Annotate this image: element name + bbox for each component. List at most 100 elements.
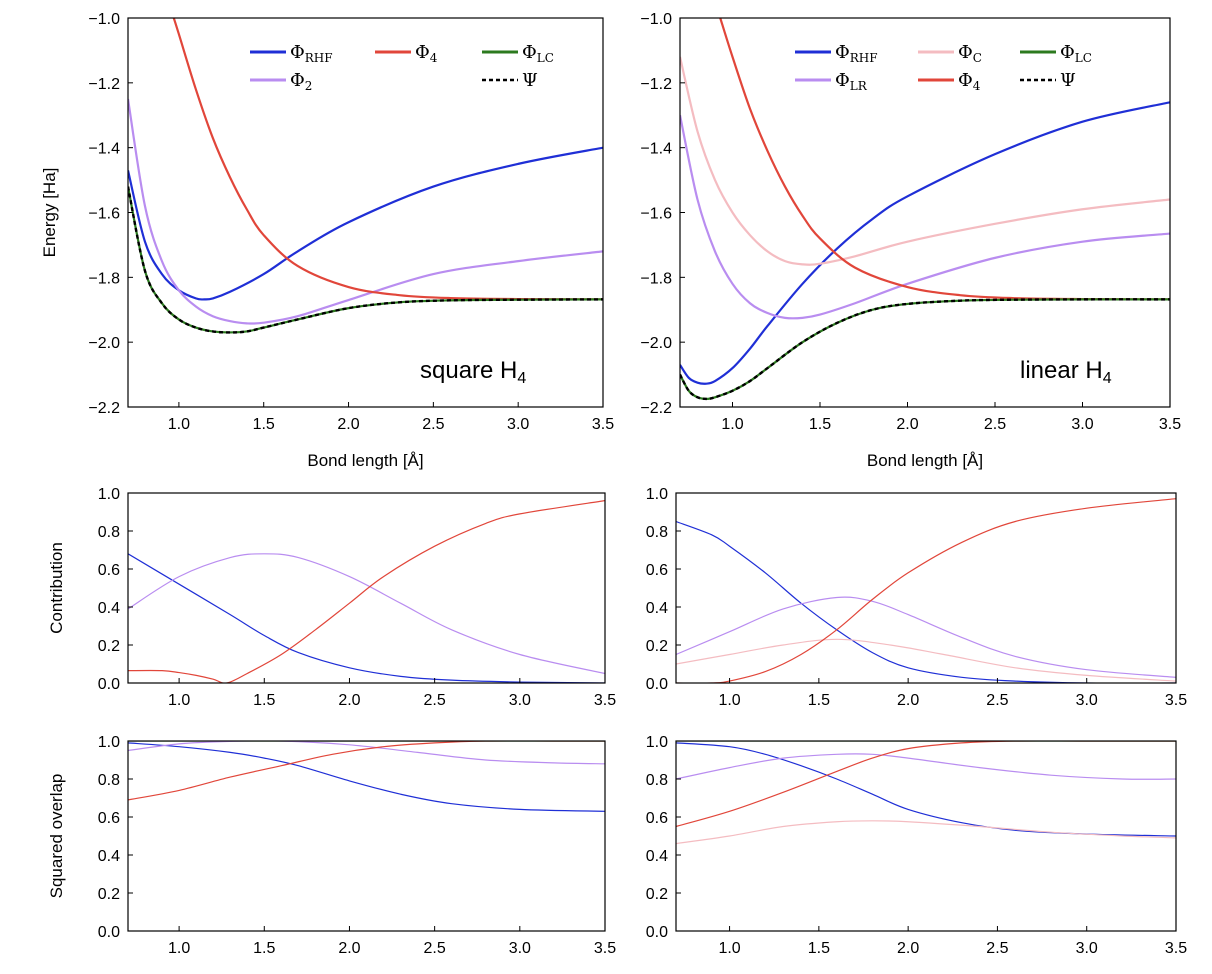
y-axis-label: Energy [Ha] [40, 168, 59, 258]
x-tick-label: 1.5 [808, 692, 830, 709]
series-line-c [676, 638, 1176, 682]
series-line-four [676, 741, 1176, 828]
x-tick-label: 3.0 [507, 416, 529, 433]
y-tick-label: 0.2 [98, 886, 120, 903]
legend-label: ΦLC [522, 42, 554, 65]
x-tick-label: 1.5 [253, 692, 275, 709]
x-tick-label: 3.0 [509, 940, 531, 957]
y-tick-label: 0.4 [646, 848, 668, 865]
y-tick-label: 0.8 [646, 772, 668, 789]
series-line-c [680, 56, 1170, 266]
panel-energy-linear: 1.0 1.5 2.0 2.5 3.0 3.5 −1.0 −1.2 −1.4 −1.6 −1.8 −2… [640, 11, 1181, 470]
series-line-psi [128, 186, 603, 334]
y-tick-label: 1.0 [98, 734, 120, 751]
y-tick-label: 0.6 [646, 562, 668, 579]
y-tick-label: −1.0 [640, 11, 672, 28]
x-tick-label: 1.5 [808, 940, 830, 957]
y-tick-label: 0.6 [98, 562, 120, 579]
y-tick-label: 0.2 [98, 638, 120, 655]
panel-annotation: square H4 [420, 357, 526, 387]
x-tick-label: 1.0 [721, 416, 743, 433]
plot-frame [675, 492, 1177, 684]
legend: ΦRHF Φ4 ΦLC Φ2 Ψ [250, 42, 554, 93]
x-tick-label: 2.5 [986, 940, 1008, 957]
series-line-rhf [676, 742, 1176, 837]
series-line-c [676, 820, 1176, 845]
y-tick-label: 0.6 [98, 810, 120, 827]
legend: ΦRHF ΦC ΦLC ΦLR Φ4 Ψ [795, 42, 1092, 93]
y-tick-label: −2.0 [88, 335, 120, 352]
series-group [676, 741, 1176, 845]
x-tick-label: 1.5 [253, 940, 275, 957]
legend-label: ΦRHF [290, 42, 333, 65]
y-axis-label: Contribution [47, 542, 66, 634]
y-tick-label: 0.4 [98, 600, 120, 617]
series-line-four [128, 741, 605, 801]
y-tick-label: 0.8 [646, 524, 668, 541]
y-tick-label: −1.2 [640, 76, 672, 93]
x-tick-label: 2.0 [337, 416, 359, 433]
y-tick-label: 0.0 [646, 676, 668, 693]
y-tick-label: −2.2 [640, 400, 672, 417]
x-tick-label: 3.5 [594, 692, 616, 709]
y-tick-label: −1.4 [88, 141, 120, 158]
x-tick-label: 1.0 [718, 940, 740, 957]
panel-contribution-linear: 1.0 1.5 2.0 2.5 3.0 3.5 1.0 0.8 0.6 0.4 0.2 0.0 [646, 486, 1187, 709]
legend-label: ΦLR [835, 70, 868, 93]
y-tick-label: 0.0 [646, 924, 668, 941]
x-tick-label: 3.0 [1071, 416, 1093, 433]
y-tick-label: 0.6 [646, 810, 668, 827]
y-tick-label: −1.4 [640, 141, 672, 158]
y-tick-label: −1.2 [88, 76, 120, 93]
panel-overlap-linear: 1.0 1.5 2.0 2.5 3.0 3.5 1.0 0.8 0.6 0.4 0.2 0.0 [646, 734, 1187, 957]
series-line-rhf [128, 742, 605, 812]
y-tick-label: 0.4 [646, 600, 668, 617]
legend-label: Ψ [522, 70, 538, 91]
series-group [128, 500, 605, 683]
legend-label: ΦRHF [835, 42, 878, 65]
x-tick-label: 3.0 [509, 692, 531, 709]
legend-label: Φ4 [415, 42, 438, 65]
x-axis-label: Bond length [Å] [307, 451, 423, 470]
series-line-rhf [128, 553, 605, 683]
y-tick-label: 0.4 [98, 848, 120, 865]
series-line-psi [680, 298, 1170, 401]
x-tick-label: 3.5 [592, 416, 614, 433]
y-tick-label: 1.0 [646, 486, 668, 503]
series-line-four [172, 18, 603, 301]
series-line-four [128, 500, 605, 683]
plot-frame [127, 740, 606, 932]
x-tick-label: 2.5 [422, 416, 444, 433]
x-tick-label: 1.5 [253, 416, 275, 433]
x-tick-label: 1.0 [168, 692, 190, 709]
x-axis-label: Bond length [Å] [867, 451, 983, 470]
x-tick-label: 3.5 [1165, 692, 1187, 709]
panel-annotation: linear H4 [1020, 357, 1112, 387]
plot-frame [679, 17, 1171, 408]
y-tick-label: −1.6 [640, 206, 672, 223]
y-tick-label: 0.0 [98, 676, 120, 693]
series-line-four [719, 18, 1170, 301]
series-line-four [676, 498, 1176, 683]
series-line-rhf [680, 101, 1170, 385]
y-tick-label: −1.8 [640, 270, 672, 287]
series-line-lr [680, 115, 1170, 320]
x-tick-label: 3.0 [1076, 692, 1098, 709]
y-tick-label: −1.8 [88, 270, 120, 287]
x-tick-label: 2.5 [424, 940, 446, 957]
x-tick-label: 2.5 [984, 416, 1006, 433]
x-tick-label: 2.0 [338, 692, 360, 709]
legend-label: Φ2 [290, 70, 312, 93]
series-group [128, 18, 603, 334]
x-tick-label: 1.0 [168, 416, 190, 433]
x-tick-label: 2.0 [897, 940, 919, 957]
panel-overlap-square: 1.0 1.5 2.0 2.5 3.0 3.5 1.0 0.8 0.6 0.4 0.2 0.0 Squa… [47, 734, 616, 957]
legend-label: ΦC [958, 42, 982, 65]
y-tick-label: −1.6 [88, 206, 120, 223]
series-group [680, 18, 1170, 401]
series-line-rhf [128, 146, 603, 301]
y-tick-label: 0.8 [98, 772, 120, 789]
plot-frame [675, 740, 1177, 932]
y-tick-label: −2.0 [640, 335, 672, 352]
